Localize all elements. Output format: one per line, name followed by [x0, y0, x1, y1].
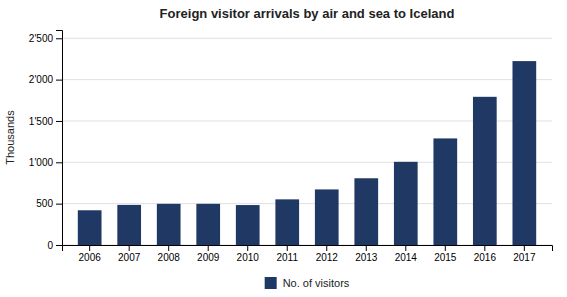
bar: [196, 204, 220, 245]
x-tick-mark: [247, 245, 248, 251]
y-tick: 2'000: [29, 74, 62, 85]
x-tick-mark: [405, 245, 406, 251]
x-tick-mark: [366, 245, 367, 251]
title: Foreign visitor arrivals by air and sea …: [160, 6, 455, 21]
y-tick: 500: [36, 198, 62, 209]
y-tick: 1'500: [29, 116, 62, 127]
y-tick-mark: [56, 204, 62, 205]
bar: [315, 189, 339, 245]
grid-line: [62, 79, 552, 80]
x-tick-mark: [524, 245, 525, 251]
x-tick: 2006: [79, 245, 102, 263]
legend-swatch: [265, 277, 277, 289]
x-tick: 2016: [474, 245, 497, 263]
y-tick-label: 1'500: [29, 116, 54, 127]
bar: [433, 138, 457, 245]
y-axis-line: [56, 31, 63, 246]
y-tick-mark: [56, 121, 62, 122]
x-tick: 2010: [237, 245, 260, 263]
x-tick-mark: [445, 245, 446, 251]
y-tick-mark: [56, 80, 62, 81]
x-tick-label: 2009: [197, 252, 220, 263]
x-tick: 2013: [355, 245, 378, 263]
bar: [354, 178, 378, 245]
y-tick-mark: [56, 245, 62, 246]
bar: [275, 199, 299, 245]
y-tick-mark: [56, 38, 62, 39]
x-tick-mark: [129, 245, 130, 251]
grid-line: [62, 38, 552, 39]
x-tick-label: 2017: [513, 252, 536, 263]
y-tick-label: 1'000: [29, 157, 54, 168]
bar: [512, 61, 536, 245]
bar: [473, 97, 497, 245]
y-tick-label: 2'500: [29, 33, 54, 44]
grid: [62, 38, 552, 245]
x-tick: 2014: [395, 245, 418, 263]
x-tick: 2007: [118, 245, 141, 263]
legend: No. of visitors: [265, 277, 350, 289]
bar-series: [78, 61, 536, 245]
y-tick-label: 2'000: [29, 74, 54, 85]
bar: [236, 205, 260, 245]
bar: [157, 204, 181, 245]
x-tick-mark: [326, 245, 327, 251]
y-tick: 0: [47, 240, 62, 251]
x-tick: 2011: [276, 245, 298, 263]
legend-item: No. of visitors: [265, 277, 350, 289]
x-tick-mark: [168, 245, 169, 251]
x-tick-label: 2015: [434, 252, 457, 263]
x-tick: 2017: [513, 245, 536, 263]
x-tick-mark: [89, 245, 90, 251]
y-tick: 2'500: [29, 33, 62, 44]
x-axis: 2006 2007 2008 2009 2010 2011 2012 2013 2014 2015…: [63, 245, 553, 263]
y-tick: 1'000: [29, 157, 62, 168]
x-tick-label: 2013: [355, 252, 378, 263]
x-axis-line: [63, 246, 553, 252]
x-tick-mark: [287, 245, 288, 251]
x-tick-mark: [208, 245, 209, 251]
x-tick-label: 2011: [276, 252, 298, 263]
x-tick-label: 2012: [316, 252, 339, 263]
y-tick-mark: [56, 162, 62, 163]
bar: [78, 210, 102, 245]
x-tick: 2015: [434, 245, 457, 263]
legend-label: No. of visitors: [283, 277, 350, 289]
bar: [117, 205, 141, 245]
x-tick-label: 2008: [158, 252, 181, 263]
x-tick-label: 2007: [118, 252, 141, 263]
bar: [394, 162, 418, 245]
y-tick-label: 0: [47, 240, 53, 251]
x-tick-label: 2014: [395, 252, 418, 263]
y-tick-label: 500: [36, 198, 53, 209]
y-axis-title: Thousands: [4, 110, 16, 165]
x-tick: 2009: [197, 245, 220, 263]
x-tick-mark: [484, 245, 485, 251]
x-tick: 2012: [316, 245, 339, 263]
x-tick: 2008: [158, 245, 181, 263]
plot: 0 500 1'000 1'500 2'000 2'500 2006 2007 2008 2009…: [29, 31, 553, 264]
x-tick-label: 2006: [79, 252, 102, 263]
y-axis: 0 500 1'000 1'500 2'000 2'500: [29, 31, 63, 251]
chart: 0 500 1'000 1'500 2'000 2'500 2006 2007 2008 2009…: [0, 0, 567, 297]
bars: [78, 61, 536, 245]
x-tick-label: 2010: [237, 252, 260, 263]
x-tick-label: 2016: [474, 252, 497, 263]
